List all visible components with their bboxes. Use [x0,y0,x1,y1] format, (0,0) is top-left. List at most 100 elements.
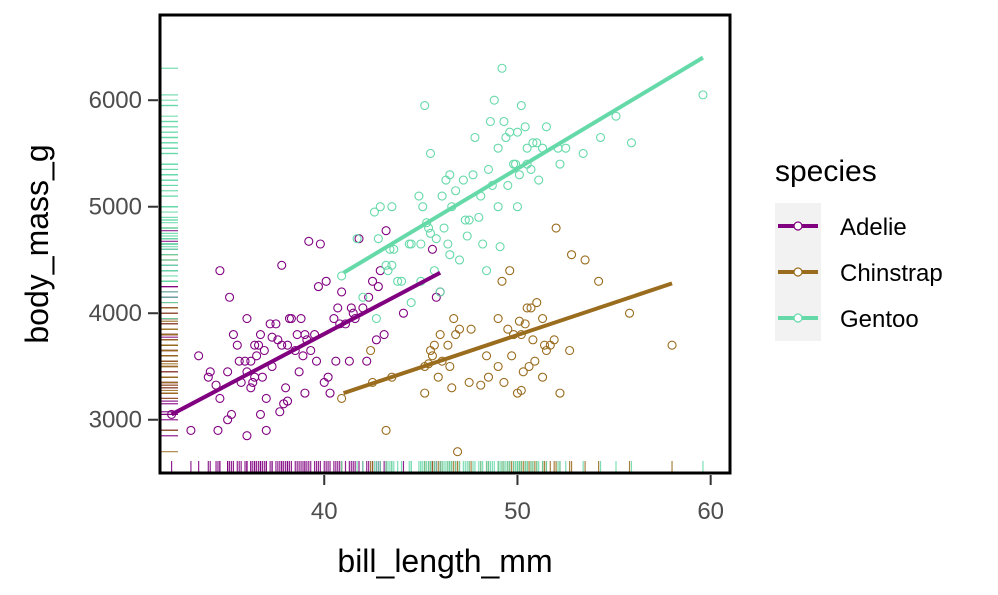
point-chinstrap [499,377,509,388]
point-gentoo [358,292,368,302]
point-adelie [205,367,215,377]
point-adelie [344,356,354,366]
axes: 40 50 60 3000 4000 5000 6000 [89,87,724,525]
legend-title: species [775,155,877,188]
point-adelie [300,329,310,340]
point-chinstrap [427,351,437,361]
point-chinstrap [443,340,453,350]
point-gentoo [611,111,621,121]
point-chinstrap [425,345,436,356]
point-adelie [379,329,389,340]
point-gentoo [373,234,383,244]
point-adelie [252,351,262,361]
point-gentoo [441,175,451,185]
point-adelie [304,236,314,246]
point-adelie [250,340,260,350]
point-chinstrap [476,380,486,390]
point-gentoo [512,127,523,137]
point-chinstrap [497,276,507,286]
point-chinstrap [433,372,443,382]
point-chinstrap [453,447,463,457]
point-chinstrap [451,329,461,340]
point-chinstrap [594,276,604,286]
point-gentoo [468,170,478,180]
y-tick-label: 6000 [89,87,142,114]
point-chinstrap [366,345,376,356]
point-gentoo [499,116,509,127]
point-gentoo [526,164,536,174]
point-gentoo [520,122,530,132]
point-adelie [292,329,302,340]
point-chinstrap [530,356,540,366]
point-gentoo [503,180,513,190]
point-chinstrap [532,298,542,308]
point-adelie [398,308,409,318]
point-gentoo [414,191,424,201]
point-gentoo [578,148,588,159]
point-gentoo [454,255,465,265]
point-gentoo [470,132,480,143]
point-gentoo [337,271,347,281]
point-chinstrap [435,329,445,340]
point-gentoo [485,116,495,127]
point-adelie [277,260,287,270]
point-chinstrap [549,335,559,345]
point-chinstrap [555,388,565,398]
point-chinstrap [447,383,457,393]
point-gentoo [404,239,414,249]
point-adelie [186,425,196,435]
point-adelie [296,314,306,324]
point-adelie [346,303,356,313]
point-adelie [246,383,256,393]
point-adelie [253,340,264,350]
point-adelie [282,396,293,406]
point-adelie [261,425,271,435]
point-adelie [321,276,331,286]
point-adelie [329,314,339,324]
point-adelie [215,393,225,403]
point-adelie [225,292,235,302]
point-gentoo [437,191,447,201]
point-adelie [431,292,441,302]
point-gentoo [495,242,505,252]
point-adelie [427,244,437,254]
point-adelie [311,356,322,366]
point-adelie [333,303,343,313]
point-gentoo [532,138,542,148]
point-gentoo [369,207,380,217]
legend-label-adelie: Adelie [840,214,907,241]
y-tick-label: 4000 [89,300,142,327]
point-adelie [286,314,296,324]
point-chinstrap [493,314,503,324]
point-gentoo [352,234,362,244]
point-gentoo [451,186,461,196]
point-chinstrap [483,372,494,382]
point-gentoo [375,202,385,212]
point-gentoo [522,143,532,153]
point-adelie [294,367,304,377]
point-gentoo [512,202,523,212]
point-adelie [284,314,295,324]
point-gentoo [387,260,397,270]
point-gentoo [393,276,403,286]
point-chinstrap [445,361,455,372]
point-chinstrap [541,345,551,356]
point-gentoo [445,250,455,260]
point-gentoo [561,143,571,153]
point-adelie [213,425,223,435]
point-chinstrap [464,377,474,388]
point-adelie [234,356,244,366]
y-tick-label: 3000 [89,407,142,434]
panel-border [158,13,732,475]
point-gentoo [489,95,499,105]
point-adelie [371,335,381,345]
point-adelie [313,282,323,292]
point-adelie [298,351,308,361]
point-chinstrap [516,385,526,396]
point-adelie [364,292,374,302]
point-chinstrap [522,303,532,313]
point-adelie [323,372,333,382]
point-adelie [319,377,329,388]
x-tick-label: 50 [504,498,531,525]
